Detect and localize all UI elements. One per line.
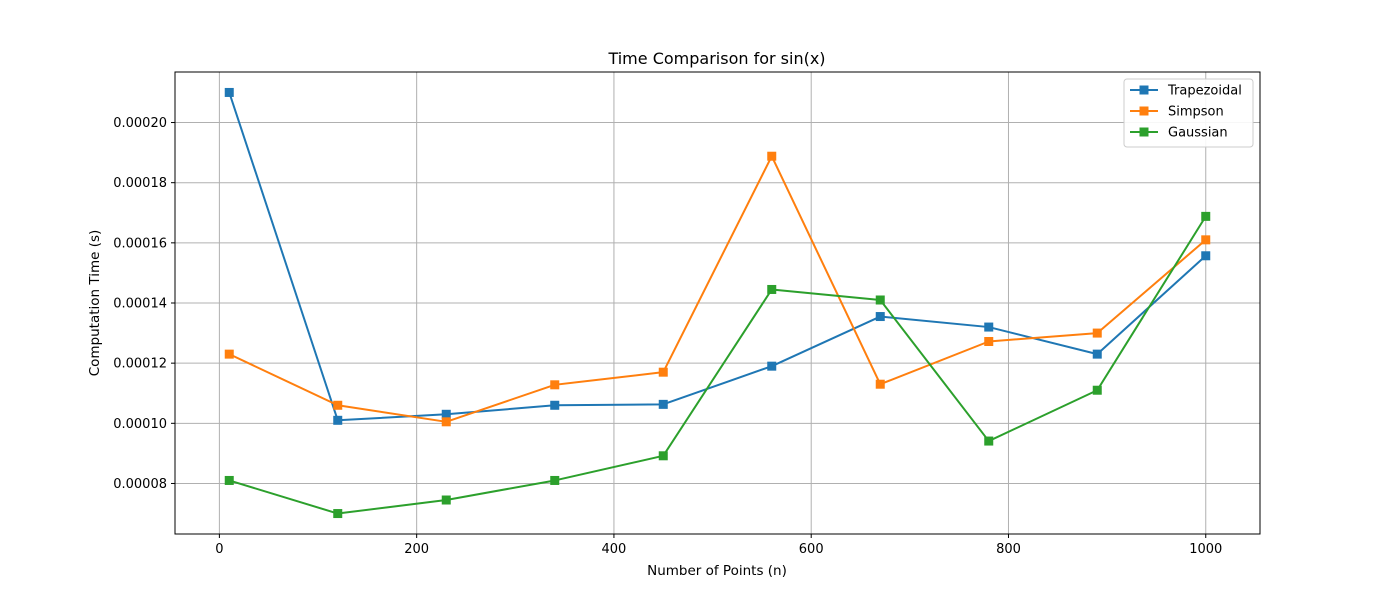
data-point-trapezoidal <box>224 87 234 97</box>
series-simpson <box>224 151 1211 427</box>
series-layer <box>224 87 1211 519</box>
legend-marker-trapezoidal <box>1139 85 1149 95</box>
x-tick-label: 400 <box>602 542 627 557</box>
y-axis-label: Computation Time (s) <box>87 230 103 377</box>
legend-item-trapezoidal: Trapezoidal <box>1130 84 1242 99</box>
data-point-trapezoidal <box>875 312 885 322</box>
data-point-simpson <box>550 380 560 390</box>
x-tick-label: 800 <box>996 542 1021 557</box>
data-point-trapezoidal <box>658 399 668 409</box>
data-point-trapezoidal <box>441 409 451 419</box>
data-point-simpson <box>875 379 885 389</box>
data-point-simpson <box>658 367 668 377</box>
series-trapezoidal <box>224 87 1211 425</box>
x-tick-label: 600 <box>799 542 824 557</box>
data-point-trapezoidal <box>550 400 560 410</box>
series-line-gaussian <box>228 215 1207 515</box>
x-axis-label: Number of Points (n) <box>647 563 787 579</box>
legend-label-simpson: Simpson <box>1168 105 1224 120</box>
data-point-gaussian <box>658 451 668 461</box>
data-point-simpson <box>1201 235 1211 245</box>
legend-marker-simpson <box>1139 106 1149 116</box>
data-point-gaussian <box>875 295 885 305</box>
data-point-gaussian <box>441 495 451 505</box>
y-tick-label: 0.00010 <box>113 417 167 432</box>
legend-item-simpson: Simpson <box>1130 105 1224 120</box>
data-point-trapezoidal <box>984 322 994 332</box>
data-point-simpson <box>767 151 777 161</box>
data-point-gaussian <box>984 436 994 446</box>
data-point-trapezoidal <box>333 415 343 425</box>
y-tick-label: 0.00008 <box>113 477 167 492</box>
data-point-gaussian <box>1201 211 1211 221</box>
data-point-simpson <box>1092 328 1102 338</box>
data-point-gaussian <box>224 475 234 485</box>
y-tick-label: 0.00014 <box>113 297 167 312</box>
data-point-simpson <box>984 337 994 346</box>
legend-label-gaussian: Gaussian <box>1168 126 1228 141</box>
x-axis-ticks: 0 200 400 600 800 1000 <box>215 534 1222 557</box>
legend-box <box>1123 78 1254 148</box>
data-point-simpson <box>441 417 451 427</box>
legend-marker-gaussian <box>1139 127 1149 137</box>
legend-label-trapezoidal: Trapezoidal <box>1167 84 1242 99</box>
grid-lines <box>175 72 1260 534</box>
legend-item-gaussian: Gaussian <box>1130 126 1228 141</box>
data-point-simpson <box>224 349 234 359</box>
x-tick-label: 1000 <box>1189 542 1222 557</box>
legend: Trapezoidal Simpson Gaussian <box>1123 78 1254 148</box>
data-point-gaussian <box>550 475 560 485</box>
data-point-gaussian <box>767 284 777 294</box>
y-tick-label: 0.00018 <box>113 176 167 191</box>
y-tick-label: 0.00020 <box>113 116 167 131</box>
data-point-simpson <box>333 400 343 410</box>
data-point-trapezoidal <box>767 361 777 371</box>
data-point-trapezoidal <box>1201 251 1211 261</box>
data-point-gaussian <box>333 509 343 519</box>
y-tick-label: 0.00012 <box>113 357 167 372</box>
data-point-trapezoidal <box>1092 349 1102 359</box>
y-tick-label: 0.00016 <box>113 236 167 251</box>
y-axis-ticks: 0.00008 0.00010 0.00012 0.00014 0.00016 0.000… <box>113 116 175 492</box>
series-gaussian <box>224 211 1211 519</box>
x-tick-label: 0 <box>215 542 223 557</box>
x-tick-label: 200 <box>404 542 429 557</box>
series-line-simpson <box>228 155 1207 423</box>
series-line-trapezoidal <box>228 92 1207 422</box>
chart-title: Time Comparison for sin(x) <box>607 49 825 68</box>
data-point-gaussian <box>1092 385 1102 395</box>
